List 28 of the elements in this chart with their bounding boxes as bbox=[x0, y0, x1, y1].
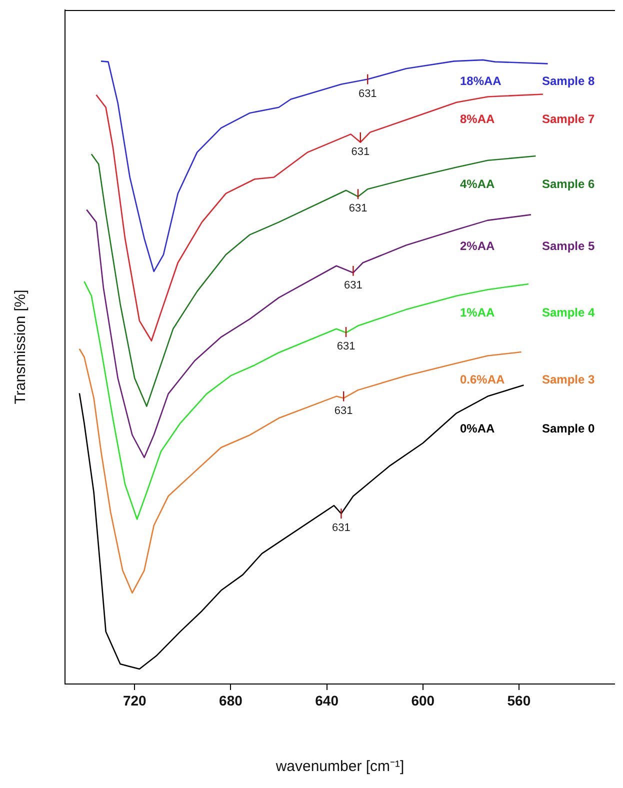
x-tick-label: 680 bbox=[219, 692, 243, 708]
x-tick-label: 720 bbox=[122, 692, 147, 708]
series-label: 0%AA bbox=[460, 422, 496, 436]
series-label: 4%AA bbox=[460, 176, 496, 191]
x-tick-label: 560 bbox=[507, 692, 531, 708]
series-label: 0.6%AA bbox=[460, 372, 506, 387]
y-axis-title: Transmission [%] bbox=[12, 290, 30, 404]
x-tick-label: 600 bbox=[411, 692, 435, 708]
series-label: 8%AA bbox=[460, 112, 496, 126]
x-tick-label: 640 bbox=[315, 692, 339, 708]
annotation: 631 bbox=[358, 88, 377, 100]
annotation: Sample 8 bbox=[542, 74, 596, 88]
annotation: 631 bbox=[332, 522, 350, 534]
series-label: 18%AA bbox=[460, 74, 502, 88]
annotation: 631 bbox=[351, 146, 370, 158]
annotation: 631 bbox=[334, 404, 353, 417]
annotation: Sample 7 bbox=[542, 112, 596, 126]
series-label: 1%AA bbox=[460, 305, 496, 320]
series-label: 2%AA bbox=[460, 238, 496, 253]
annotation: Sample 4 bbox=[542, 305, 596, 320]
annotation: Sample 3 bbox=[542, 372, 596, 387]
annotation: 631 bbox=[348, 202, 368, 215]
annotation: Sample 6 bbox=[542, 176, 596, 191]
annotation: 631 bbox=[344, 279, 362, 292]
annotation: Sample 5 bbox=[542, 238, 596, 253]
x-axis-title: wavenumber [cm⁻¹] bbox=[274, 758, 404, 776]
annotation: Sample 0 bbox=[542, 422, 596, 436]
annotation: 631 bbox=[336, 340, 356, 353]
